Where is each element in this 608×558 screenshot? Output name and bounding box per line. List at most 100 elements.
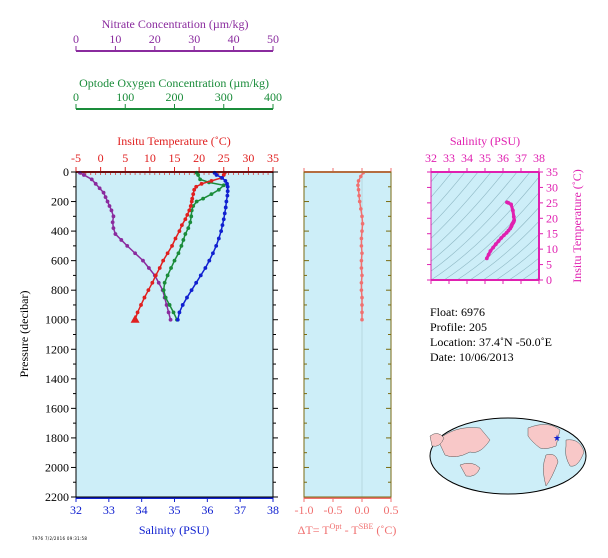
temperature-point	[189, 199, 194, 204]
salinity-point	[220, 176, 225, 180]
salinity-point	[220, 223, 225, 228]
salinity-point	[194, 280, 199, 285]
float-location-star: ★	[553, 434, 561, 444]
dt-tick-label: -1.0	[295, 503, 314, 517]
dt-point	[360, 295, 364, 300]
temperature-point	[150, 280, 155, 285]
ts-temperature-axis-title: Insitu Temperature (˚C)	[570, 169, 584, 283]
temperature-point	[185, 212, 190, 217]
temperature-point	[191, 192, 196, 197]
salinity-point	[219, 229, 224, 233]
nitrate-point	[141, 258, 145, 263]
dt-point	[360, 251, 364, 256]
ts-density-contour	[469, 220, 539, 280]
ts-point	[511, 208, 515, 213]
salinity-point	[223, 178, 228, 183]
oxygen-point	[176, 251, 181, 256]
dt-point	[359, 174, 363, 179]
ts-point	[493, 242, 498, 247]
dt-point	[359, 207, 363, 211]
ts-density-contour	[431, 176, 539, 280]
oxygen-tick-label: 100	[116, 90, 134, 104]
temperature-tick-label: -5	[71, 151, 81, 165]
temperature-tick-label: 0	[98, 151, 104, 165]
oxygen-point	[194, 199, 199, 204]
salinity-tick-label: 33	[103, 503, 115, 517]
temperature-point	[183, 217, 188, 222]
nitrate-point	[109, 208, 114, 213]
oxygen-point	[209, 192, 214, 197]
temperature-point	[161, 258, 166, 263]
oxygen-point	[169, 266, 173, 270]
ts-density-contour	[431, 172, 518, 262]
dt-point	[356, 183, 360, 188]
dt-point	[359, 236, 364, 241]
nitrate-point	[93, 181, 98, 186]
nitrate-point	[101, 190, 106, 195]
temperature-point	[221, 173, 226, 177]
nitrate-tick-label: 50	[267, 32, 279, 46]
ts-plot-frame	[430, 171, 540, 281]
dt-point	[360, 221, 365, 226]
dt-axis-title: ΔT= TOpt - TSBE (˚C)	[298, 522, 397, 537]
nitrate-point	[111, 226, 116, 231]
dt-point	[360, 229, 364, 233]
oxygen-point	[186, 226, 191, 231]
salinity-tick-label: 34	[136, 503, 148, 517]
temperature-point	[188, 204, 193, 208]
dt-point	[361, 170, 365, 175]
temperature-axis-title: Insitu Temperature (˚C)	[117, 134, 231, 148]
salinity-point	[225, 181, 229, 186]
ts-temperature-tick-label: 20	[546, 211, 558, 225]
nitrate-point	[103, 195, 108, 200]
temperature-tick-label: 15	[169, 151, 181, 165]
salinity-tick-label: 36	[201, 503, 213, 517]
salinity-point	[225, 193, 230, 198]
world-map: ★	[429, 417, 587, 495]
nitrate-point	[97, 186, 102, 191]
ts-salinity-tick-label: 32	[425, 151, 437, 165]
ts-salinity-tick-label: 36	[497, 151, 509, 165]
temperature-point	[165, 251, 170, 256]
temperature-point	[192, 187, 197, 192]
oxygen-point	[183, 232, 188, 236]
ts-density-contour	[456, 206, 539, 280]
dt-tick-label: 0.5	[384, 503, 399, 517]
nitrate-point	[110, 220, 115, 225]
temperature-point	[146, 288, 151, 293]
ts-point	[512, 218, 517, 223]
dt-tick-label: 0.0	[355, 503, 370, 517]
ts-point	[505, 200, 509, 205]
ts-density-contour	[482, 234, 539, 280]
oxygen-point	[163, 295, 168, 300]
salinity-point	[203, 266, 208, 270]
dt-point	[360, 273, 364, 278]
temperature-point	[142, 295, 147, 300]
pressure-tick-label: 1800	[45, 431, 69, 445]
salinity-point	[175, 317, 180, 322]
ts-point	[496, 239, 501, 244]
oxygen-point	[216, 187, 221, 192]
pressure-tick-label: 1000	[45, 313, 69, 327]
salinity-tick-label: 35	[169, 503, 181, 517]
nitrate-point	[168, 317, 173, 322]
temperature-tick-label: 25	[218, 151, 230, 165]
salinity-point	[211, 251, 215, 256]
ts-temperature-tick-label: 30	[546, 180, 558, 194]
oxygen-point	[179, 243, 184, 248]
ts-point	[486, 252, 491, 257]
nitrate-point	[119, 238, 124, 242]
pressure-axis-title: Pressure (decibar)	[17, 291, 31, 378]
ts-salinity-tick-label: 33	[443, 151, 455, 165]
dt-point	[356, 179, 361, 183]
nitrate-axis-title: Nitrate Concentration (µm/kg)	[102, 17, 249, 31]
nitrate-point	[146, 266, 151, 270]
ts-salinity-tick-label: 38	[533, 151, 545, 165]
temperature-point	[157, 266, 162, 270]
ts-density-contour	[495, 246, 539, 280]
salinity-point	[185, 295, 189, 300]
info-float: Float: 6976	[430, 305, 486, 319]
ts-temperature-tick-label: 25	[546, 196, 558, 210]
oxygen-point	[181, 238, 186, 242]
nitrate-point	[89, 177, 94, 182]
